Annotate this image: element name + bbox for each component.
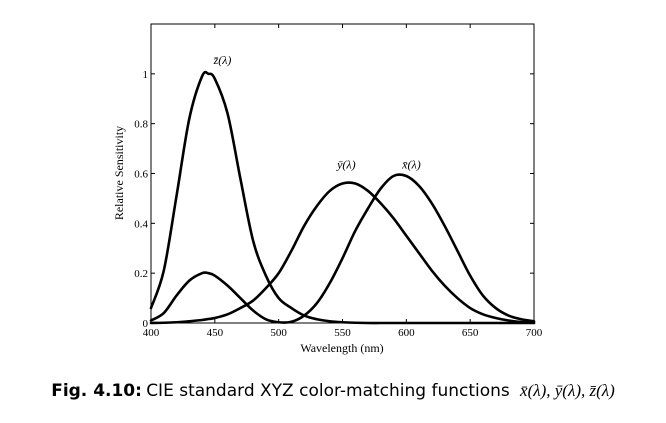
y-tick-label: 0.6 (134, 169, 148, 181)
x-bar-label: x̄(λ) (401, 158, 421, 172)
caption-text: CIE standard XYZ color-matching function… (146, 381, 510, 401)
x-axis-label: Wavelength (nm) (300, 341, 383, 355)
y-bar-curve (149, 181, 536, 325)
z-bar-curve (149, 70, 536, 325)
x-tick-label: 500 (270, 327, 287, 339)
x-tick-label: 450 (207, 327, 224, 339)
z-bar-label: z̄(λ) (213, 53, 232, 67)
plot-frame (150, 23, 535, 324)
axis-ticks: 400 450 500 550 600 650 700 0 0.2 0.4 0.6 0.8 1 (134, 24, 543, 339)
y-tick-label: 0.8 (134, 119, 148, 131)
x-tick-label: 600 (398, 327, 415, 339)
x-tick-label: 650 (462, 327, 479, 339)
y-tick-label: 0 (143, 318, 149, 330)
x-tick-label: 700 (526, 327, 543, 339)
x-bar-curve (149, 173, 536, 324)
y-tick-label: 0.4 (134, 218, 148, 230)
curves (149, 70, 536, 325)
y-tick-label: 1 (143, 69, 149, 81)
x-tick-label: 550 (334, 327, 351, 339)
curve-labels: z̄(λ) ȳ(λ) x̄(λ) (213, 53, 421, 172)
y-axis-label: Relative Sensitivity (112, 126, 126, 220)
figure-caption: Fig. 4.10: CIE standard XYZ color-matchi… (0, 381, 666, 401)
caption-prefix: Fig. 4.10: (51, 381, 142, 401)
caption-math: x̄(λ), ȳ(λ), z̄(λ) (520, 381, 615, 400)
x-tick-label: 400 (143, 327, 160, 339)
y-bar-label: ȳ(λ) (336, 158, 356, 172)
y-tick-label: 0.2 (134, 268, 148, 280)
color-matching-chart: 400 450 500 550 600 650 700 0 0.2 0.4 0.6 0.8 1 z̄(λ… (112, 23, 543, 355)
